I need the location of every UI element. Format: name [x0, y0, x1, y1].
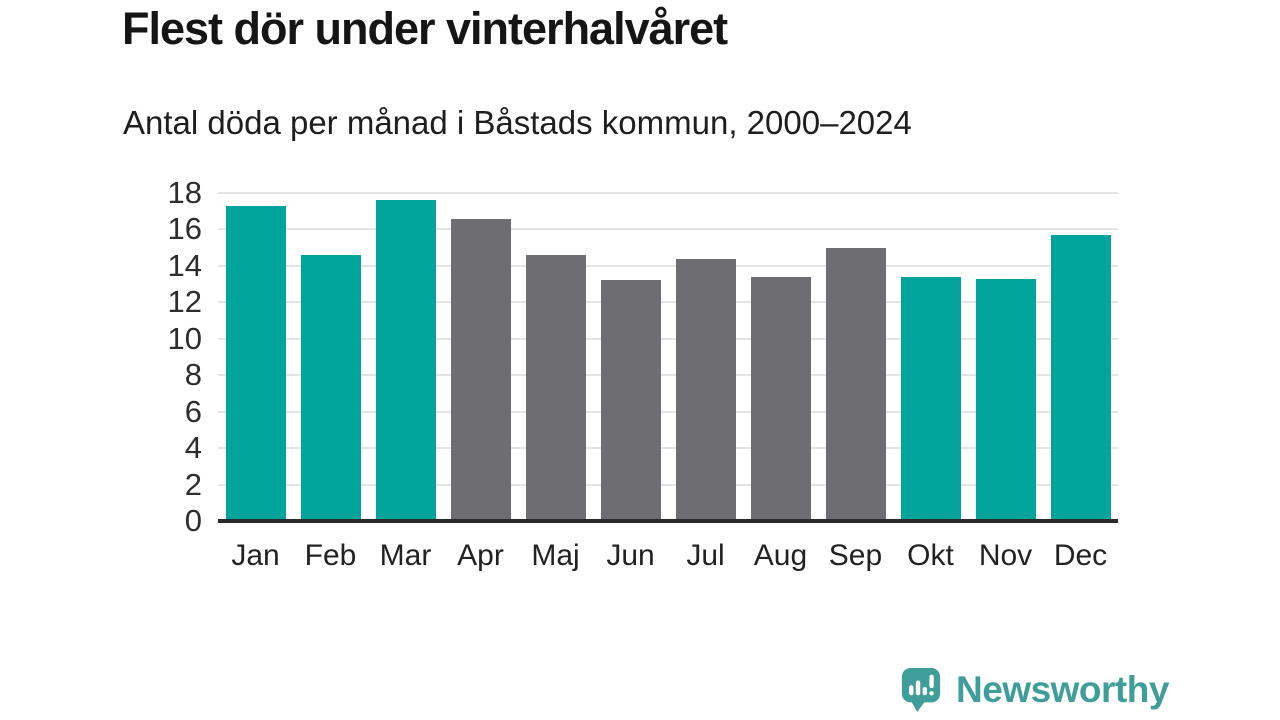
bar-mar — [375, 200, 436, 521]
bar-slot — [443, 193, 518, 521]
gridline — [218, 410, 1118, 413]
bar-slot — [968, 193, 1043, 521]
gridline — [218, 447, 1118, 450]
chart-subtitle: Antal döda per månad i Båstads kommun, 2… — [123, 104, 912, 141]
y-tick-label: 6 — [184, 393, 202, 429]
x-tick-label-nov: Nov — [978, 539, 1033, 572]
bar-dec — [1050, 234, 1111, 521]
bar-aug — [750, 276, 811, 521]
x-tick-label-feb: Feb — [304, 539, 357, 572]
x-tick-label-maj: Maj — [531, 539, 580, 572]
bar-series — [218, 193, 1118, 521]
x-axis-line — [218, 519, 1118, 523]
bar-slot — [818, 193, 893, 521]
bar-slot — [1043, 193, 1118, 521]
y-axis-labels: 0 2 4 6 8 10 12 14 16 18 — [118, 175, 202, 538]
bar-maj — [525, 254, 586, 521]
chart-title: Flest dör under vinterhalvåret — [122, 3, 728, 54]
y-tick-label: 8 — [184, 357, 202, 393]
bar-slot — [593, 193, 668, 521]
bar-slot — [293, 193, 368, 521]
x-tick-label-aug: Aug — [753, 539, 808, 572]
bar-apr — [450, 218, 511, 521]
newsworthy-chart-bubble-icon — [901, 668, 941, 712]
bar-slot — [518, 193, 593, 521]
y-tick-label: 16 — [167, 211, 202, 247]
newsworthy-logo: Newsworthy — [900, 666, 1169, 714]
bar-jun — [600, 280, 661, 521]
gridline — [218, 301, 1118, 304]
y-tick-label: 10 — [167, 320, 202, 356]
bar-slot — [218, 193, 293, 521]
y-tick-label: 18 — [167, 175, 202, 210]
bar-jan — [225, 205, 286, 521]
gridline — [218, 228, 1118, 231]
newsworthy-logo-text: Newsworthy — [956, 669, 1169, 710]
x-tick-label-mar: Mar — [379, 539, 432, 572]
gridline — [218, 483, 1118, 486]
y-tick-label: 0 — [184, 503, 202, 538]
gridline — [218, 337, 1118, 340]
plot-area — [218, 192, 1118, 523]
bar-feb — [300, 254, 361, 521]
x-tick-label-jan: Jan — [231, 539, 280, 572]
bar-jul — [675, 258, 736, 521]
gridline — [218, 192, 1118, 194]
x-tick-label-apr: Apr — [457, 539, 504, 572]
gridline — [218, 374, 1118, 377]
x-tick-label-okt: Okt — [907, 539, 954, 572]
y-tick-label: 12 — [167, 284, 202, 320]
bar-sep — [825, 247, 886, 521]
bar-slot — [668, 193, 743, 521]
x-tick-label-jul: Jul — [686, 539, 725, 572]
gridline — [218, 264, 1118, 267]
x-axis-labels: Jan Feb Mar Apr Maj Jun Jul Aug Sep Okt Nov Dec — [218, 538, 1118, 574]
bar-slot — [893, 193, 968, 521]
bar-okt — [900, 276, 961, 521]
bar-nov — [975, 278, 1036, 521]
y-tick-label: 2 — [184, 466, 202, 502]
y-tick-label: 14 — [167, 247, 202, 283]
y-tick-label: 4 — [184, 430, 202, 466]
x-tick-label-sep: Sep — [828, 539, 883, 572]
x-tick-label-dec: Dec — [1053, 539, 1108, 572]
bar-slot — [368, 193, 443, 521]
bar-slot — [743, 193, 818, 521]
x-tick-label-jun: Jun — [606, 539, 655, 572]
